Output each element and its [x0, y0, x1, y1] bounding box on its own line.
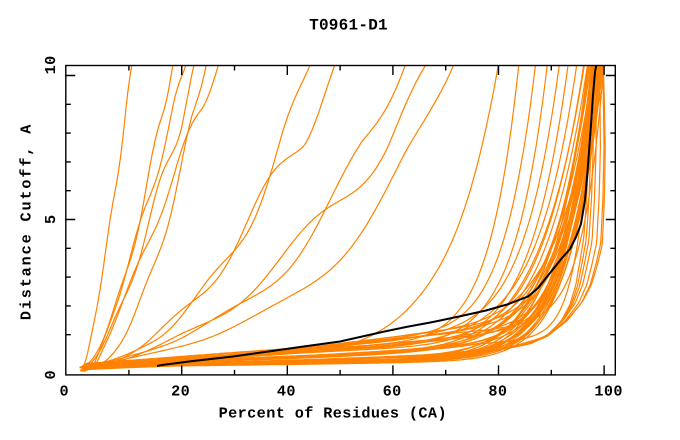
svg-text:Percent of Residues (CA): Percent of Residues (CA)	[219, 405, 447, 423]
svg-text:0: 0	[60, 382, 70, 400]
svg-text:100: 100	[594, 382, 623, 400]
svg-text:T0961-D1: T0961-D1	[309, 16, 388, 34]
svg-text:40: 40	[277, 382, 296, 400]
svg-text:0: 0	[42, 370, 60, 380]
svg-text:60: 60	[383, 382, 402, 400]
svg-text:Distance Cutoff, A: Distance Cutoff, A	[17, 123, 35, 320]
svg-text:20: 20	[171, 382, 190, 400]
svg-text:80: 80	[488, 382, 507, 400]
svg-text:5: 5	[42, 215, 60, 225]
svg-text:10: 10	[42, 55, 60, 74]
